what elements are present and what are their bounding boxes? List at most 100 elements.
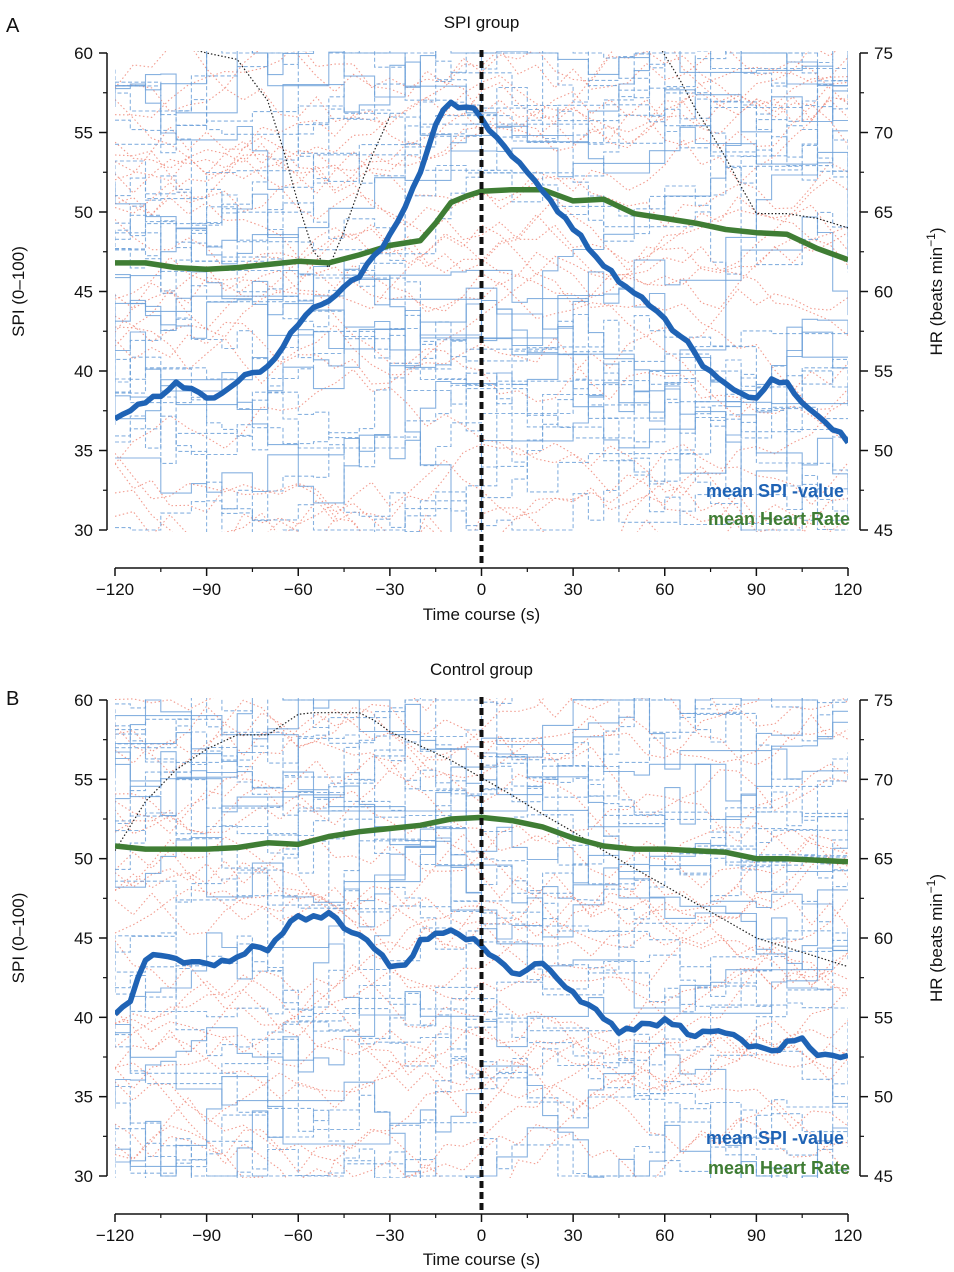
x-tick-label: −60 (284, 580, 313, 599)
spi-individual-trace (115, 826, 848, 1178)
spi-individual-trace (115, 715, 848, 1104)
example-hr-trace (115, 712, 848, 968)
y2-tick-label: 65 (874, 850, 893, 869)
x-tick-label: −60 (284, 1226, 313, 1245)
hr-individual-trace (115, 974, 848, 1083)
spi-individual-trace (115, 698, 848, 784)
y2-tick-label: 45 (874, 521, 893, 540)
mean-heart-rate-line (115, 186, 848, 272)
example-hr-trace (661, 51, 848, 229)
spi-individual-trace (115, 930, 848, 1177)
y2-tick-label: 50 (874, 1088, 893, 1107)
y-tick-label: 60 (74, 44, 93, 63)
spi-individual-trace (115, 932, 848, 1178)
x-tick-label: 60 (655, 580, 674, 599)
spi-individual-trace (115, 1018, 848, 1178)
spi-individual-trace (115, 698, 848, 888)
individual-traces (115, 698, 848, 1178)
y2-axis-label-end: ) (927, 228, 946, 234)
hr-individual-trace (115, 1020, 848, 1178)
x-tick-label: 0 (477, 580, 486, 599)
legend-mean-spi: mean SPI -value (706, 1128, 844, 1148)
spi-individual-trace (115, 982, 848, 1178)
spi-individual-trace (115, 870, 848, 1119)
spi-individual-trace (115, 356, 848, 492)
x-tick-label: 0 (477, 1226, 486, 1245)
spi-individual-trace (115, 1057, 848, 1177)
spi-individual-trace (115, 932, 848, 1048)
spi-individual-trace (115, 125, 848, 279)
spi-individual-trace (115, 709, 848, 902)
x-tick-label: −120 (96, 580, 134, 599)
x-tick-label: 90 (747, 580, 766, 599)
y-tick-label: 50 (74, 203, 93, 222)
x-tick-label: −90 (192, 580, 221, 599)
spi-individual-trace (115, 729, 848, 871)
y-tick-label: 60 (74, 691, 93, 710)
x-tick-label: 30 (564, 580, 583, 599)
spi-individual-trace (115, 51, 848, 275)
mean-heart-rate-line (115, 814, 848, 865)
spi-individual-trace (115, 368, 848, 532)
x-axis-label: Time course (s) (423, 605, 540, 624)
x-tick-label: −90 (192, 1226, 221, 1245)
x-axis-label: Time course (s) (423, 1250, 540, 1269)
spi-individual-trace (115, 101, 848, 273)
spi-individual-trace (115, 52, 848, 200)
y-tick-label: 45 (74, 929, 93, 948)
x-tick-label: −120 (96, 1226, 134, 1245)
panel-title: Control group (430, 660, 533, 679)
hr-individual-trace (115, 56, 848, 216)
y2-tick-label: 70 (874, 770, 893, 789)
hr-individual-trace (115, 698, 848, 822)
spi-individual-trace (115, 51, 848, 190)
y2-tick-label: 45 (874, 1167, 893, 1186)
legend-mean-heart-rate: mean Heart Rate (708, 1158, 850, 1178)
hr-individual-trace (115, 453, 781, 532)
y2-axis-label-end: ) (927, 874, 946, 880)
y2-tick-label: 75 (874, 44, 893, 63)
x-tick-label: 120 (834, 1226, 862, 1245)
spi-individual-trace (115, 698, 848, 893)
y-tick-label: 45 (74, 283, 93, 302)
y-axis-label: SPI (0–100) (9, 893, 28, 984)
hr-individual-trace (115, 60, 848, 194)
spi-individual-trace (115, 51, 848, 226)
y-tick-label: 55 (74, 770, 93, 789)
y-tick-label: 55 (74, 124, 93, 143)
y2-axis-label: HR (beats min−1) (924, 874, 946, 1002)
y-tick-label: 35 (74, 1088, 93, 1107)
y2-tick-label: 55 (874, 362, 893, 381)
spi-individual-trace (115, 698, 848, 885)
panel-letter: A (6, 15, 20, 37)
y2-axis-label-main: HR (beats min (927, 893, 946, 1002)
hr-individual-trace (115, 887, 848, 962)
y-axis-label: SPI (0–100) (9, 246, 28, 337)
y2-tick-label: 60 (874, 283, 893, 302)
spi-individual-trace (115, 220, 848, 433)
spi-individual-trace (115, 698, 848, 866)
spi-individual-trace (115, 732, 848, 940)
panel-letter: B (6, 688, 19, 710)
hr-individual-trace (115, 1035, 848, 1110)
y2-tick-label: 70 (874, 124, 893, 143)
y2-tick-label: 60 (874, 929, 893, 948)
y2-axis-label-sup: −1 (924, 879, 938, 893)
y-tick-label: 40 (74, 362, 93, 381)
hr-individual-trace (115, 698, 848, 782)
x-tick-label: 60 (655, 1226, 674, 1245)
spi-individual-trace (115, 698, 848, 854)
y2-axis-label: HR (beats min−1) (924, 228, 946, 356)
spi-individual-trace (115, 285, 848, 443)
individual-traces (115, 51, 848, 532)
spi-individual-trace (115, 81, 848, 178)
x-tick-label: 90 (747, 1226, 766, 1245)
x-tick-label: −30 (375, 580, 404, 599)
y2-tick-label: 65 (874, 203, 893, 222)
y2-tick-label: 75 (874, 691, 893, 710)
y-tick-label: 30 (74, 1167, 93, 1186)
y2-axis-label-sup: −1 (924, 233, 938, 247)
y-tick-label: 40 (74, 1008, 93, 1027)
hr-individual-trace (115, 51, 848, 157)
